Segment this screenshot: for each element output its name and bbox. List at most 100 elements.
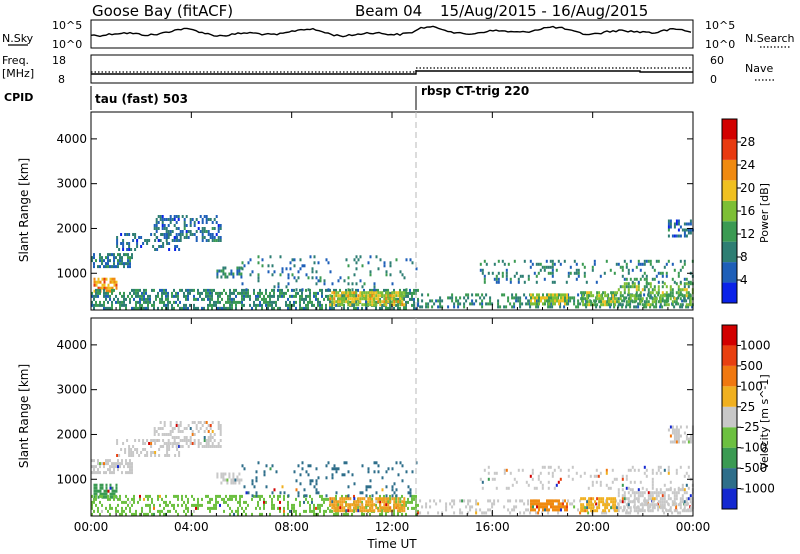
range-gate-cell: [538, 302, 540, 306]
range-gate-cell: [564, 505, 566, 509]
range-gate-cell: [309, 482, 312, 486]
range-gate-cell: [93, 497, 95, 501]
range-gate-cell: [163, 300, 165, 304]
range-gate-cell: [377, 291, 380, 295]
range-gate-cell: [345, 294, 348, 298]
range-gate-cell: [385, 291, 388, 295]
range-gate-cell: [513, 477, 516, 481]
range-gate-cell: [331, 306, 333, 310]
range-gate-cell: [233, 300, 235, 304]
range-gate-cell: [537, 511, 540, 515]
range-gate-cell: [564, 296, 566, 300]
range-gate-cell: [687, 497, 690, 501]
range-gate-cell: [532, 505, 534, 509]
range-gate-cell: [341, 294, 343, 298]
range-gate-cell: [144, 454, 147, 457]
range-gate-cell: [153, 427, 156, 430]
range-gate-cell: [683, 506, 686, 510]
range-gate-cell: [505, 277, 508, 281]
range-gate-cell: [115, 486, 118, 490]
range-gate-cell: [341, 506, 344, 510]
range-gate-cell: [211, 221, 214, 224]
range-gate-cell: [556, 505, 558, 509]
range-gate-cell: [621, 483, 624, 487]
range-gate-cell: [567, 296, 570, 300]
range-gate-cell: [279, 306, 281, 310]
range-gate-cell: [671, 440, 674, 444]
range-gate-cell: [600, 500, 603, 504]
range-gate-cell: [612, 297, 615, 301]
range-gate-cell: [103, 283, 106, 287]
range-gate-cell: [477, 293, 480, 297]
range-gate-cell: [345, 512, 347, 516]
range-gate-cell: [669, 285, 672, 289]
range-gate-cell: [116, 239, 119, 242]
range-gate-cell: [177, 427, 180, 430]
range-gate-cell: [307, 306, 309, 310]
range-gate-cell: [679, 511, 682, 515]
range-gate-cell: [128, 451, 131, 454]
range-gate-cell: [209, 509, 211, 513]
range-gate-cell: [353, 506, 356, 510]
range-gate-cell: [586, 294, 589, 298]
range-gate-cell: [389, 261, 392, 265]
range-gate-cell: [178, 233, 181, 236]
range-gate-cell: [211, 445, 214, 448]
range-gate-cell: [193, 288, 195, 292]
range-gate-cell: [157, 439, 160, 442]
range-gate-cell: [373, 285, 376, 289]
x-tick-label-1: 04:00: [174, 520, 209, 534]
range-gate-cell: [229, 506, 231, 510]
range-gate-cell: [361, 306, 363, 310]
range-gate-cell: [220, 269, 223, 273]
range-gate-cell: [509, 302, 512, 306]
range-gate-cell: [203, 439, 206, 442]
range-gate-cell: [649, 303, 652, 307]
range-gate-cell: [655, 494, 658, 498]
range-gate-cell: [623, 508, 626, 512]
range-gate-cell: [115, 483, 118, 487]
range-gate-cell: [679, 488, 682, 492]
range-gate-cell: [95, 283, 98, 287]
range-gate-cell: [165, 227, 168, 230]
range-gate-cell: [637, 280, 640, 284]
range-gate-cell: [217, 294, 219, 298]
range-gate-cell: [562, 505, 564, 509]
range-gate-cell: [409, 491, 412, 495]
range-gate-cell: [616, 506, 619, 510]
range-gate-cell: [673, 503, 676, 507]
range-gate-cell: [515, 480, 518, 484]
range-gate-cell: [129, 297, 131, 301]
range-gate-cell: [653, 297, 656, 301]
range-gate-cell: [657, 468, 660, 472]
range-gate-cell: [371, 303, 374, 307]
range-gate-cell: [149, 494, 151, 498]
range-gate-cell: [240, 272, 243, 276]
range-gate-cell: [221, 291, 223, 295]
range-gate-cell: [243, 303, 245, 307]
range-gate-cell: [387, 306, 389, 310]
range-gate-cell: [120, 448, 123, 451]
range-gate-cell: [105, 289, 108, 293]
range-gate-cell: [562, 293, 564, 297]
range-gate-cell: [614, 509, 617, 513]
range-gate-cell: [179, 239, 182, 242]
y-tick-label-1: 2000: [56, 427, 87, 441]
range-gate-cell: [153, 233, 156, 236]
range-gate-cell: [213, 303, 215, 307]
range-gate-cell: [552, 508, 554, 512]
range-gate-cell: [397, 503, 400, 507]
range-gate-cell: [627, 486, 630, 490]
range-gate-cell: [219, 439, 222, 442]
range-gate-cell: [649, 305, 652, 309]
range-gate-cell: [389, 273, 392, 277]
range-gate-cell: [649, 296, 652, 300]
range-gate-cell: [287, 503, 289, 507]
range-gate-cell: [193, 509, 195, 513]
range-gate-cell: [95, 497, 97, 501]
range-gate-cell: [135, 512, 137, 516]
range-gate-cell: [653, 497, 656, 501]
range-gate-cell: [665, 500, 668, 504]
range-gate-cell: [637, 509, 640, 513]
range-gate-cell: [109, 503, 111, 507]
